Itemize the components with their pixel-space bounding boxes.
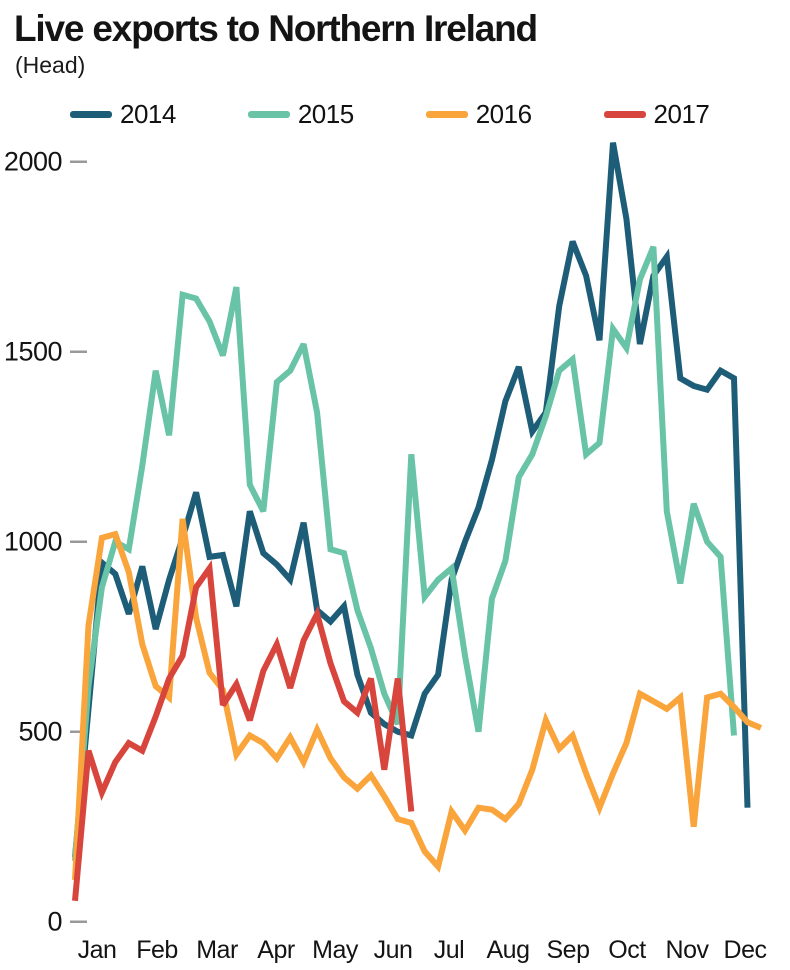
legend-swatch-2016 bbox=[425, 111, 468, 118]
legend-swatch-2017 bbox=[603, 111, 646, 118]
x-tick-label: Oct bbox=[608, 936, 646, 964]
x-tick-label: Dec bbox=[724, 936, 767, 964]
x-tick-label: Apr bbox=[257, 936, 295, 964]
series-line-2015 bbox=[72, 245, 737, 862]
series-line-2017 bbox=[72, 559, 415, 902]
chart-title: Live exports to Northern Ireland bbox=[14, 8, 538, 49]
x-tick-label: May bbox=[312, 936, 359, 964]
legend-item-2017: 2017 bbox=[603, 99, 710, 130]
legend-swatch-2014 bbox=[70, 111, 112, 118]
chart-legend: 2014 2015 2016 2017 bbox=[70, 99, 710, 130]
chart-subtitle: (Head) bbox=[15, 52, 86, 78]
x-tick-label: Nov bbox=[666, 936, 710, 964]
y-tick-label: 500 bbox=[18, 717, 62, 747]
legend-swatch-2015 bbox=[247, 111, 290, 118]
legend-label: 2015 bbox=[297, 99, 354, 129]
legend-item-2015: 2015 bbox=[247, 99, 354, 130]
x-tick-label: Feb bbox=[136, 936, 178, 964]
legend-item-2014: 2014 bbox=[70, 99, 176, 130]
x-tick-label: Sep bbox=[547, 936, 590, 964]
legend-label: 2014 bbox=[120, 99, 176, 129]
x-tick-label: Jul bbox=[434, 936, 464, 964]
x-tick-label: Aug bbox=[487, 936, 530, 964]
y-tick-label: 1500 bbox=[4, 337, 62, 367]
legend-label: 2016 bbox=[475, 99, 532, 129]
x-tick-label: Mar bbox=[196, 936, 238, 964]
legend-item-2016: 2016 bbox=[425, 99, 532, 130]
x-tick-label: Jan bbox=[78, 936, 117, 964]
y-tick-label: 2000 bbox=[4, 147, 62, 177]
legend-label: 2017 bbox=[653, 99, 710, 129]
x-tick-label: Jun bbox=[374, 936, 413, 964]
y-tick-label: 1000 bbox=[4, 527, 62, 557]
y-tick-label: 0 bbox=[47, 907, 62, 937]
series-line-2016 bbox=[72, 518, 763, 881]
